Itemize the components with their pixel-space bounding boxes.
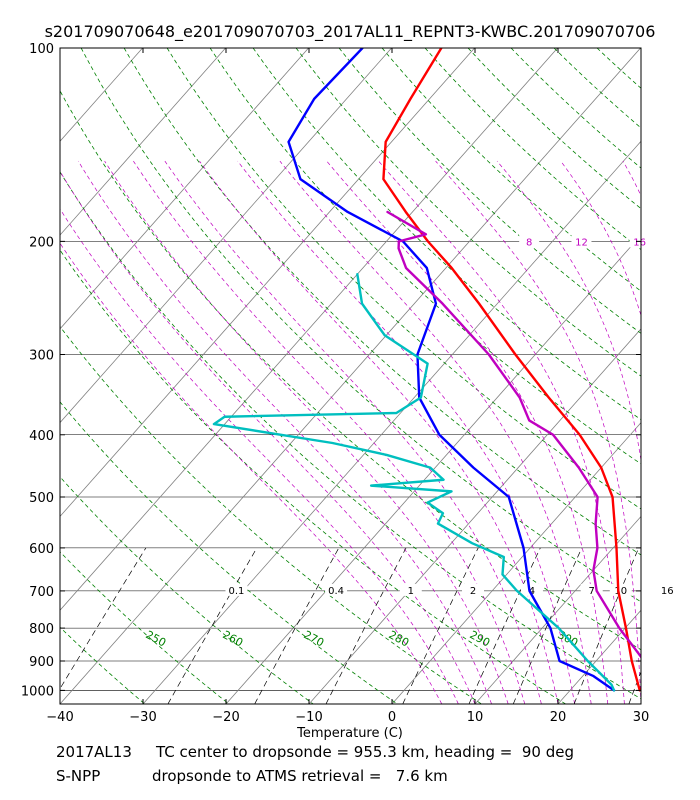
footer-line-2-left: S-NPP — [56, 767, 101, 785]
moist-label-bg — [571, 234, 592, 248]
isotherm--50 — [60, 48, 558, 611]
y-tick-label: 200 — [29, 235, 54, 250]
dry-adiabat-330 — [123, 48, 641, 556]
x-tick-label: −40 — [46, 710, 73, 725]
dry-adiabat-280 — [60, 325, 482, 704]
dry-adiabat-290 — [60, 249, 566, 704]
mixing-ratio-label: 7 — [589, 586, 595, 597]
moist-adiabat-16 — [133, 160, 526, 704]
dry-adiabat-340 — [166, 48, 641, 510]
mixing-ratio-label: 1 — [408, 586, 414, 597]
chart-title: s201709070648_e201709070703_2017AL11_REP… — [45, 22, 656, 42]
x-tick-label: −20 — [212, 710, 239, 725]
mixing-ratio-label: 0.4 — [328, 586, 344, 597]
moist-adiabat-label: 16 — [633, 237, 646, 248]
moist-adiabat-18 — [164, 160, 542, 704]
isotherm--70 — [60, 48, 392, 424]
profile-line-1 — [382, 48, 641, 692]
dry-adiabat-260 — [60, 476, 314, 704]
x-tick-label: −10 — [295, 710, 322, 725]
moist-adiabat-label: 8 — [526, 237, 532, 248]
mixing-ratio-label: 10 — [614, 586, 627, 597]
moist-adiabat-14 — [104, 160, 509, 704]
mixing-ratio-label-bg — [225, 583, 248, 596]
isotherm-0 — [391, 422, 641, 704]
mixing-ratio-label: 16 — [661, 586, 674, 597]
moist-adiabat-26 — [326, 160, 609, 704]
isotherm--90 — [60, 48, 226, 236]
x-tick-label: 20 — [550, 710, 567, 725]
y-tick-label: 600 — [29, 542, 54, 557]
moist-adiabat-20 — [199, 160, 559, 704]
footer-line-1-left: 2017AL13 — [56, 743, 132, 761]
mixing-ratio-label-bg — [462, 583, 485, 596]
footer-line-1-right: TC center to dropsonde = 955.3 km, headi… — [156, 743, 574, 761]
y-tick-label: 900 — [29, 655, 54, 670]
x-tick-label: 10 — [467, 710, 484, 725]
y-tick-label: 500 — [29, 491, 54, 506]
mixing-ratio-1 — [254, 547, 340, 704]
dry-adiabat-270 — [60, 401, 398, 704]
moist-adiabat-22 — [237, 160, 575, 704]
profile-line-3 — [386, 210, 641, 659]
mixing-ratio-label: 4 — [529, 586, 535, 597]
dry-adiabat-300 — [60, 171, 641, 700]
y-tick-label: 400 — [29, 429, 54, 444]
mixing-ratio-0.4 — [167, 547, 258, 704]
isotherm-10 — [474, 515, 641, 704]
mixing-ratio-label-bg — [325, 583, 348, 596]
mixing-ratio-4 — [402, 547, 479, 704]
mixing-ratio-7 — [468, 547, 541, 704]
footer-line-2-right: dropsonde to ATMS retrieval = 7.6 km — [152, 767, 448, 785]
mixing-ratio-label-bg — [656, 583, 679, 596]
background-grid — [60, 48, 641, 704]
y-tick-label: 1000 — [21, 684, 54, 699]
dry-adiabat-320 — [80, 48, 641, 603]
moist-adiabat-28 — [378, 160, 625, 704]
moist-adiabat-6 — [60, 242, 443, 704]
mixing-ratio-label: 0.1 — [229, 586, 245, 597]
mixing-ratio-0.1 — [60, 547, 147, 690]
moist-adiabat-10 — [60, 170, 476, 704]
mixing-ratio-label-bg — [609, 583, 632, 596]
mixing-ratio-16 — [573, 547, 640, 704]
x-tick-label: −30 — [129, 710, 156, 725]
y-tick-label: 100 — [29, 42, 54, 57]
plot-frame — [59, 47, 642, 705]
isotherm--40 — [60, 48, 641, 704]
mixing-ratio-10 — [512, 547, 583, 704]
mixing-ratio-2 — [325, 547, 407, 704]
x-tick-label: 0 — [388, 710, 396, 725]
x-tick-label: 30 — [633, 710, 650, 725]
y-tick-label: 300 — [29, 348, 54, 363]
isotherm--80 — [60, 48, 309, 330]
profile-line-4 — [212, 273, 616, 692]
isotherm--20 — [225, 234, 641, 704]
dry-adiabat-310 — [60, 89, 641, 651]
moist-adiabat-8 — [60, 208, 459, 704]
mixing-ratio-label-bg — [399, 583, 422, 596]
x-axis-label: Temperature (C) — [296, 726, 403, 741]
mixing-ratio-label: 2 — [470, 586, 476, 597]
moist-adiabat-32 — [496, 160, 641, 463]
y-tick-label: 800 — [29, 622, 54, 637]
dry-adiabat-370 — [295, 48, 641, 377]
isotherm--60 — [60, 48, 475, 518]
mixing-ratio-label-bg — [520, 583, 543, 596]
moist-label-bg — [519, 234, 540, 248]
moist-adiabat-24 — [279, 160, 592, 704]
profile-traces — [212, 48, 641, 692]
moist-adiabat-label: 12 — [575, 237, 588, 248]
moist-adiabat-12 — [77, 160, 492, 704]
y-tick-label: 700 — [29, 585, 54, 600]
